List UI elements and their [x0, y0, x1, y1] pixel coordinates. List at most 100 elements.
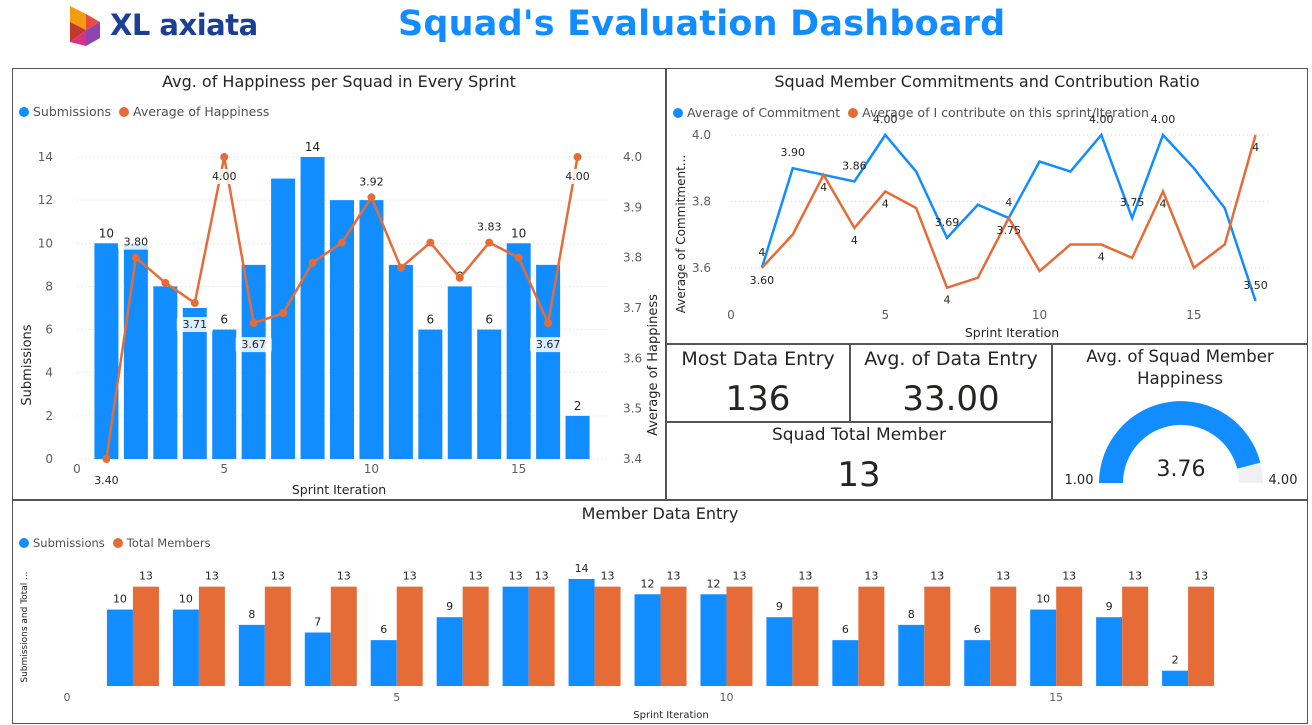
xl-axiata-logo-icon: [70, 6, 100, 46]
legend-item-commitment[interactable]: Average of Commitment: [673, 105, 840, 120]
y-left-tick-label: 8: [45, 279, 53, 293]
bar-submissions: [172, 609, 199, 686]
y-right-tick-label: 3.7: [623, 301, 642, 315]
point-avg-happiness: [426, 238, 435, 247]
bar-total-members: [594, 586, 621, 686]
point-avg-happiness: [161, 278, 170, 287]
bar-data-label: 13: [864, 570, 878, 583]
bar-total-members: [264, 586, 291, 686]
line-data-label: 4: [882, 197, 889, 210]
commitment-chart-panel[interactable]: Squad Member Commitments and Contributio…: [666, 68, 1308, 344]
gauge-value: 3.76: [1157, 457, 1206, 482]
y-left-tick-label: 12: [38, 193, 53, 207]
bar-total-members: [1122, 586, 1149, 686]
point-avg-happiness: [102, 455, 111, 463]
y-left-tick-label: 2: [45, 409, 53, 423]
line-data-label-bg: [235, 337, 272, 353]
bar-submissions: [634, 594, 661, 686]
line-data-label: 3.75: [996, 224, 1021, 237]
bar-submissions: [212, 329, 237, 459]
xl-axiata-logo: XL axiata: [66, 2, 266, 50]
y-right-tick-label: 3.4: [623, 452, 642, 466]
bar-data-label: 13: [1128, 570, 1142, 583]
line-data-label: 4: [820, 181, 827, 194]
bar-data-label: 13: [205, 570, 219, 583]
bar-submissions: [106, 609, 133, 686]
happiness-chart-y-right-label: Average of Happiness: [646, 294, 661, 436]
bar-data-label: 13: [139, 570, 153, 583]
line-data-label: 3.86: [842, 159, 867, 172]
bar-data-label: 13: [667, 570, 681, 583]
most-data-entry-title: Most Data Entry: [681, 348, 835, 370]
x-tick-label: 10: [1032, 308, 1047, 322]
most-data-entry-card[interactable]: Most Data Entry 136: [666, 344, 850, 422]
bar-data-label: 9: [1106, 600, 1113, 613]
happiness-chart-panel[interactable]: Avg. of Happiness per Squad in Every Spr…: [12, 68, 666, 500]
most-data-entry-value: 136: [725, 379, 791, 419]
y-right-tick-label: 3.8: [623, 251, 642, 265]
legend-item-submissions-2[interactable]: Submissions: [19, 536, 105, 550]
bar-submissions: [700, 594, 727, 686]
bar-data-label: 8: [908, 608, 915, 621]
bar-submissions: [565, 415, 590, 459]
point-avg-happiness: [131, 253, 140, 262]
line-data-label: 4: [1160, 197, 1167, 210]
happiness-chart-legend[interactable]: Submissions Average of Happiness: [19, 104, 277, 119]
line-data-label: 4.00: [212, 170, 237, 183]
bar-submissions: [123, 243, 148, 459]
x-tick-label: 5: [881, 308, 889, 322]
point-avg-happiness: [279, 309, 288, 318]
x-tick-label: 10: [364, 462, 379, 476]
bar-data-label: 13: [535, 570, 549, 583]
bar-submissions: [964, 640, 991, 686]
line-data-label: 4: [1005, 196, 1012, 209]
commitment-chart-legend[interactable]: Average of Commitment Average of I contr…: [673, 105, 1157, 120]
member-data-entry-panel[interactable]: Member Data Entry Submissions Total Memb…: [12, 500, 1308, 724]
squad-total-member-title: Squad Total Member: [771, 425, 946, 445]
line-data-label-bg: [206, 169, 243, 184]
happiness-chart-y-left-label: Submissions: [20, 324, 35, 405]
line-data-label: 3.67: [241, 338, 266, 351]
bar-data-label: 2: [574, 399, 582, 413]
squad-total-member-card[interactable]: Squad Total Member 13: [666, 422, 1052, 500]
bar-submissions: [898, 624, 925, 686]
commitment-chart-title: Squad Member Commitments and Contributio…: [774, 72, 1200, 91]
bar-data-label: 14: [305, 140, 320, 154]
legend-item-avg-happiness[interactable]: Average of Happiness: [119, 104, 269, 119]
point-avg-happiness: [367, 193, 376, 202]
point-avg-happiness: [396, 263, 405, 272]
bar-total-members: [726, 586, 753, 686]
bar-total-members: [1056, 586, 1083, 686]
point-avg-happiness: [308, 258, 317, 267]
x-tick-label: 15: [1186, 308, 1201, 322]
bar-submissions: [506, 243, 531, 459]
bar-submissions: [241, 264, 266, 459]
gauge-max-label: 4.00: [1269, 473, 1298, 488]
bar-submissions: [832, 640, 859, 686]
avg-data-entry-card[interactable]: Avg. of Data Entry 33.00: [850, 344, 1052, 422]
bar-total-members: [792, 586, 819, 686]
bar-data-label: 12: [641, 577, 655, 590]
bar-data-label: 13: [403, 570, 417, 583]
legend-item-submissions[interactable]: Submissions: [19, 104, 111, 119]
legend-item-total-members[interactable]: Total Members: [112, 536, 211, 550]
bar-total-members: [990, 586, 1017, 686]
happiness-gauge-panel[interactable]: Avg. of Squad Member Happiness 3.76 1.00…: [1052, 344, 1308, 500]
y-right-tick-label: 3.5: [623, 402, 642, 416]
member-chart-legend[interactable]: Submissions Total Members: [19, 536, 219, 550]
y-left-tick-label: 4: [45, 366, 53, 380]
legend-item-contribution[interactable]: Average of I contribute on this sprint/I…: [848, 105, 1149, 120]
x-tick-label: 0: [64, 691, 71, 704]
x-tick-label: 0: [73, 462, 81, 476]
bar-data-label: 6: [974, 623, 981, 636]
bar-data-label: 13: [271, 570, 285, 583]
bar-submissions: [238, 624, 265, 686]
dashboard-header: XL axiata Squad's Evaluation Dashboard: [0, 0, 1312, 64]
bar-submissions: [436, 617, 463, 686]
line-data-label-bg: [471, 219, 508, 235]
bar-total-members: [858, 586, 885, 686]
point-avg-happiness: [485, 238, 494, 247]
bar-total-members: [660, 586, 687, 686]
line-data-label: 4.00: [1151, 113, 1176, 126]
dashboard-title: Squad's Evaluation Dashboard: [398, 4, 1006, 44]
